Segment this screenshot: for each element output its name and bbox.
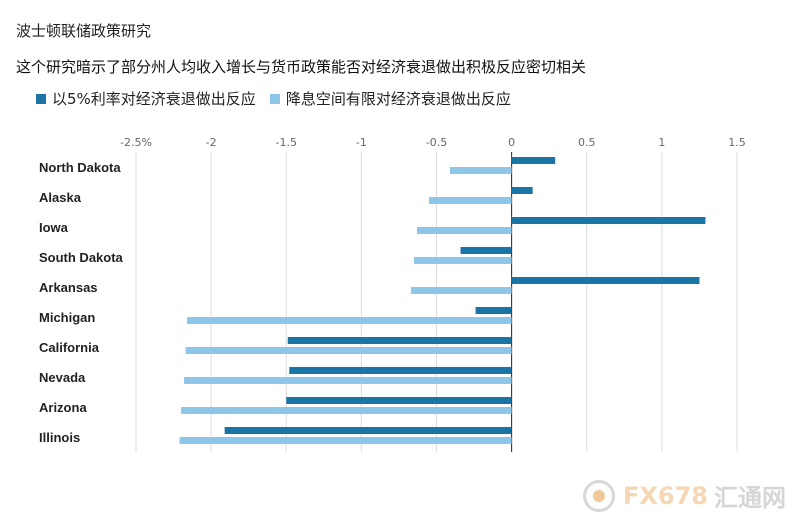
category-label: Arizona <box>39 400 87 415</box>
x-tick-label: -0.5 <box>426 136 447 149</box>
watermark-brand: FX678 <box>623 481 708 510</box>
legend-swatch-series-1 <box>36 93 46 104</box>
watermark-suffix: 汇通网 <box>714 484 786 512</box>
legend-label-series-2: 降息空间有限对经济衰退做出反应 <box>285 90 511 108</box>
category-label: Nevada <box>39 370 86 385</box>
x-tick-label: -1.5 <box>276 136 297 149</box>
legend-swatch-series-2 <box>269 93 280 104</box>
category-label: Michigan <box>39 310 95 325</box>
x-tick-label: 0.5 <box>578 136 596 149</box>
legend-item-series-2: 降息空间有限对经济衰退做出反应 <box>269 88 511 109</box>
bar-series-2 <box>185 347 512 354</box>
bar-series-1 <box>511 187 533 194</box>
category-label: Iowa <box>39 220 69 235</box>
bar-series-2 <box>179 437 512 444</box>
watermark-logo: FX678 汇通网 <box>583 478 786 513</box>
fx678-logo-icon <box>583 479 615 512</box>
x-tick-label: -2 <box>206 136 217 149</box>
x-tick-label: -2.5% <box>120 136 152 149</box>
bar-series-1 <box>286 397 512 404</box>
bar-series-1 <box>460 247 512 254</box>
bar-series-2 <box>416 227 512 234</box>
legend: 以5%利率对经济衰退做出反应 降息空间有限对经济衰退做出反应 <box>36 88 525 109</box>
category-label: Illinois <box>39 430 80 445</box>
bar-series-2 <box>184 377 512 384</box>
legend-item-series-1: 以5%利率对经济衰退做出反应 <box>36 88 256 109</box>
bar-series-1 <box>511 277 700 284</box>
legend-label-series-1: 以5%利率对经济衰退做出反应 <box>52 90 256 108</box>
category-label: California <box>39 340 100 355</box>
bar-series-1 <box>475 307 512 314</box>
bar-series-2 <box>450 167 512 174</box>
bar-series-1 <box>224 427 512 434</box>
category-label: North Dakota <box>39 160 121 175</box>
x-tick-label: 1.5 <box>728 136 746 149</box>
category-label: Arkansas <box>39 280 98 295</box>
category-label: Alaska <box>39 190 82 205</box>
bar-series-1 <box>511 157 556 164</box>
x-tick-label: 0 <box>508 136 515 149</box>
bar-series-1 <box>511 217 706 224</box>
bar-series-1 <box>287 337 512 344</box>
category-label: South Dakota <box>39 250 124 265</box>
x-tick-label: 1 <box>658 136 665 149</box>
bar-series-2 <box>187 317 512 324</box>
chart-title: 波士顿联储政策研究 <box>16 22 152 40</box>
bar-series-2 <box>410 287 512 294</box>
bar-series-1 <box>289 367 512 374</box>
bar-series-2 <box>428 197 512 204</box>
x-tick-label: -1 <box>356 136 367 149</box>
chart-subtitle: 这个研究暗示了部分州人均收入增长与货币政策能否对经济衰退做出积极反应密切相关 <box>16 58 587 76</box>
bar-series-2 <box>413 257 512 264</box>
bar-series-2 <box>181 407 512 414</box>
